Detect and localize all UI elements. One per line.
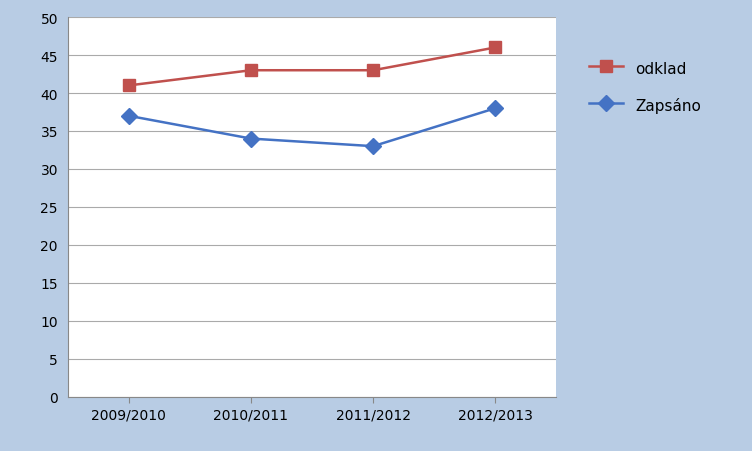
Legend: odklad, Zapsáno: odklad, Zapsáno: [574, 45, 716, 131]
Line: odklad: odklad: [123, 43, 501, 92]
Zapsáno: [124, 114, 133, 119]
Zapsáno: [247, 137, 256, 142]
Zapsáno: [368, 144, 378, 150]
odklad: [491, 46, 500, 51]
Line: Zapsáno: Zapsáno: [123, 103, 501, 152]
Zapsáno: [491, 106, 500, 112]
odklad: [368, 69, 378, 74]
odklad: [124, 83, 133, 89]
odklad: [247, 69, 256, 74]
